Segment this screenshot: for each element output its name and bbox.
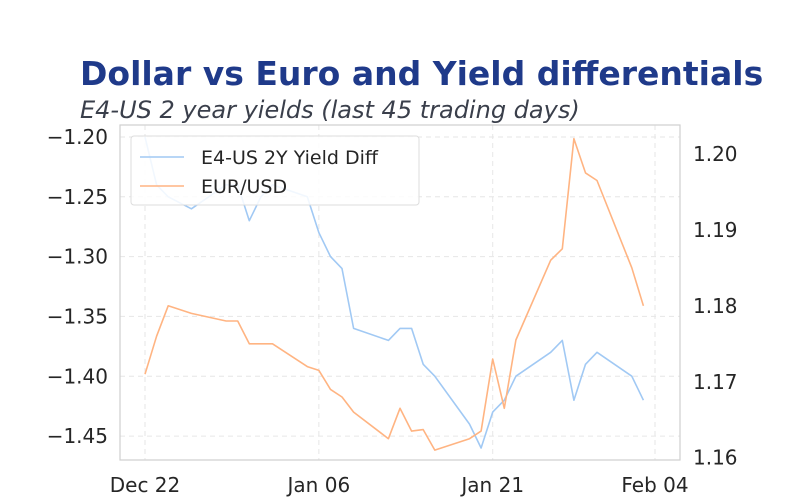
- plot-frame: [119, 124, 681, 461]
- right-tick-label: 1.19: [693, 218, 738, 242]
- right-tick-label: 1.20: [693, 142, 738, 166]
- legend-label-yield: E4-US 2Y Yield Diff: [201, 147, 379, 169]
- legend: E4-US 2Y Yield Diff EUR/USD: [130, 135, 420, 206]
- x-tick-label: Dec 22: [110, 473, 181, 497]
- legend-label-eurusd: EUR/USD: [201, 176, 287, 198]
- right-tick-label: 1.16: [693, 446, 738, 470]
- left-tick-label: −1.45: [47, 424, 108, 448]
- left-tick-label: −1.20: [47, 125, 108, 149]
- right-tick-label: 1.17: [693, 370, 738, 394]
- left-tick-label: −1.30: [47, 245, 108, 269]
- series-line-eurusd: [144, 137, 645, 451]
- left-tick-label: −1.35: [47, 304, 108, 328]
- axis-ticks: Dec 22 Jan 06 Jan 21 Feb 04 −1.45 −1.40 −1.35 −…: [47, 125, 738, 497]
- x-tick-label: Jan 06: [286, 473, 351, 497]
- left-tick-label: −1.25: [47, 185, 108, 209]
- right-tick-label: 1.18: [693, 294, 738, 318]
- chart-subtitle: E4-US 2 year yields (last 45 trading day…: [80, 96, 580, 124]
- x-tick-label: Feb 04: [621, 473, 688, 497]
- chart-title: Dollar vs Euro and Yield differentials: [80, 54, 764, 93]
- legend-box: [130, 135, 420, 206]
- left-tick-label: −1.40: [47, 364, 108, 388]
- x-tick-label: Jan 21: [459, 473, 524, 497]
